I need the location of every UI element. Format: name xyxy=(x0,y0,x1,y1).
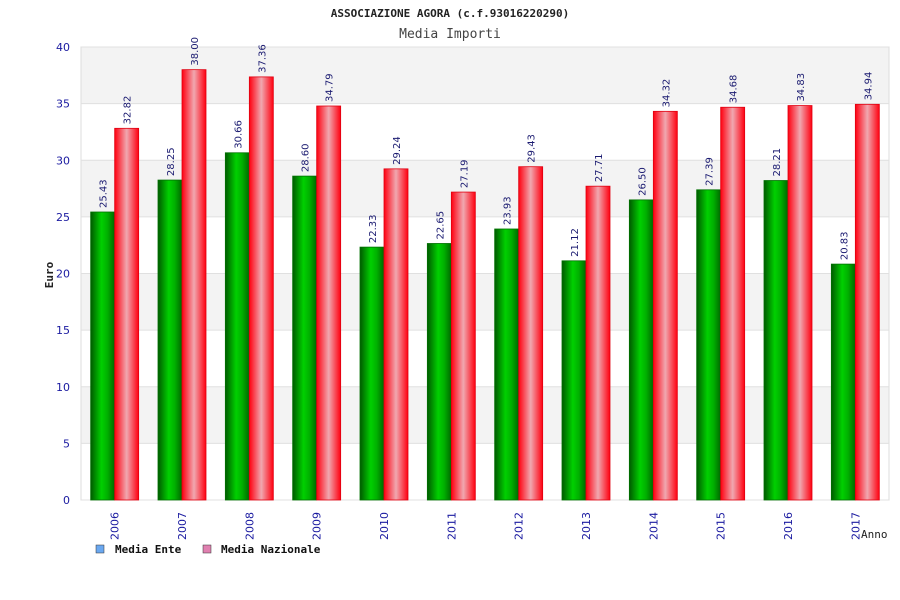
bar-media-nazionale-2011 xyxy=(450,191,476,501)
bar-media-nazionale-2016 xyxy=(787,105,813,501)
data-label: 34.68 xyxy=(729,75,740,104)
y-tick-label: 20 xyxy=(56,268,70,281)
bar-media-ente-2009 xyxy=(292,175,318,501)
grid-lines xyxy=(81,46,889,501)
data-label: 27.71 xyxy=(594,154,605,183)
data-label: 27.39 xyxy=(705,157,716,186)
data-label: 22.65 xyxy=(435,211,446,240)
plot-band xyxy=(81,103,889,161)
bar-media-nazionale-2017 xyxy=(854,103,880,501)
y-tick-label: 0 xyxy=(63,494,70,507)
bar-media-nazionale-2007 xyxy=(181,69,207,501)
bar-media-ente-2011 xyxy=(426,243,452,501)
y-tick-label: 30 xyxy=(56,154,70,167)
bar-media-nazionale-2006 xyxy=(114,127,140,501)
bar-media-ente-2008 xyxy=(224,152,250,501)
data-label: 34.32 xyxy=(661,79,672,108)
x-tick-label: 2010 xyxy=(378,512,391,540)
data-label: 34.79 xyxy=(325,73,336,102)
y-axis-ticks: 0 5 10 15 20 25 30 35 40 xyxy=(56,41,70,507)
bar-media-ente-2013 xyxy=(561,260,587,501)
bar-media-nazionale-2012 xyxy=(518,166,544,501)
data-label: 28.25 xyxy=(166,147,177,176)
y-tick-label: 35 xyxy=(56,98,70,111)
legend-label-media-ente: Media Ente xyxy=(115,543,182,556)
x-tick-label: 2011 xyxy=(445,512,458,540)
y-tick-label: 25 xyxy=(56,211,70,224)
legend-swatch-media-ente xyxy=(95,544,105,554)
y-tick-label: 5 xyxy=(63,437,70,450)
x-tick-label: 2017 xyxy=(849,512,862,540)
bar-media-nazionale-2010 xyxy=(383,168,409,501)
bar-media-nazionale-2014 xyxy=(652,110,678,501)
bar-media-nazionale-2013 xyxy=(585,185,611,501)
plot-area xyxy=(80,46,890,501)
x-tick-label: 2016 xyxy=(782,512,795,540)
data-label: 34.94 xyxy=(863,72,874,101)
y-axis-label: Euro xyxy=(43,261,56,288)
plot-band xyxy=(81,330,889,387)
data-label: 21.12 xyxy=(570,228,581,257)
plot-band xyxy=(81,47,889,104)
bar-media-nazionale-2008 xyxy=(248,76,274,501)
data-label: 29.43 xyxy=(527,134,538,163)
x-tick-label: 2009 xyxy=(311,512,324,540)
chart-title: ASSOCIAZIONE AGORA (c.f.93016220290) xyxy=(331,7,569,20)
plot-band xyxy=(81,386,889,444)
data-label: 22.33 xyxy=(368,214,379,243)
data-label: 27.19 xyxy=(459,159,470,188)
data-labels: 25.43 32.82 28.25 38.00 30.66 37.36 28.60 34.79… xyxy=(99,37,875,260)
data-label: 32.82 xyxy=(123,96,134,125)
data-label: 20.83 xyxy=(839,231,850,260)
data-label: 29.24 xyxy=(392,136,403,165)
x-tick-label: 2007 xyxy=(176,512,189,540)
bar-media-ente-2010 xyxy=(359,246,385,501)
legend-label-media-nazionale: Media Nazionale xyxy=(221,543,321,556)
bars xyxy=(90,69,880,501)
data-label: 30.66 xyxy=(233,120,244,149)
data-label: 23.93 xyxy=(503,196,514,225)
data-label: 38.00 xyxy=(190,37,201,66)
x-tick-label: 2014 xyxy=(647,512,660,540)
plot-band xyxy=(81,160,889,217)
bar-media-ente-2012 xyxy=(494,228,520,501)
x-axis-ticks: 2006 2007 2008 2009 2010 2011 2012 2013 2014 2015… xyxy=(109,512,863,540)
x-axis-label: Anno xyxy=(861,528,888,541)
bar-media-nazionale-2015 xyxy=(720,106,746,501)
data-label: 37.36 xyxy=(257,44,268,73)
plot-band xyxy=(81,273,889,331)
bar-media-nazionale-2009 xyxy=(316,105,342,501)
chart-subtitle: Media Importi xyxy=(399,27,501,42)
data-label: 26.50 xyxy=(637,167,648,196)
bar-media-ente-2015 xyxy=(696,189,722,501)
plot-band xyxy=(81,443,889,500)
y-tick-label: 40 xyxy=(56,41,70,54)
x-tick-label: 2013 xyxy=(580,512,593,540)
data-label: 28.60 xyxy=(301,143,312,172)
x-tick-label: 2012 xyxy=(513,512,526,540)
y-tick-label: 10 xyxy=(56,381,70,394)
x-tick-label: 2008 xyxy=(243,512,256,540)
bar-media-ente-2016 xyxy=(763,180,789,501)
bar-media-ente-2017 xyxy=(830,263,856,501)
bar-media-ente-2007 xyxy=(157,179,183,501)
plot-band xyxy=(81,216,889,274)
legend: Media Ente Media Nazionale xyxy=(95,543,321,556)
bar-media-ente-2014 xyxy=(628,199,654,501)
x-tick-label: 2015 xyxy=(715,512,728,540)
data-label: 28.21 xyxy=(772,148,783,177)
data-label: 25.43 xyxy=(99,179,110,208)
bar-media-ente-2006 xyxy=(90,211,116,501)
legend-swatch-media-nazionale xyxy=(202,544,212,554)
x-tick-label: 2006 xyxy=(109,512,122,540)
y-tick-label: 15 xyxy=(56,324,70,337)
data-label: 34.83 xyxy=(796,73,807,102)
